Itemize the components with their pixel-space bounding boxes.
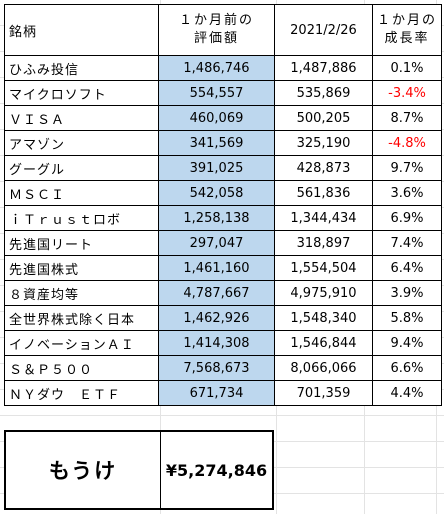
header-prev-line2: 評価額 (193, 31, 239, 46)
cell-current-value[interactable]: 500,205 (274, 105, 373, 131)
cell-prev-value[interactable]: 341,569 (158, 130, 275, 156)
cell-prev-value[interactable]: 1,258,138 (158, 205, 275, 231)
table-row: ＶＩＳＡ 460,069 500,205 8.7% (4, 105, 443, 131)
table-row: 先進国株式 1,461,160 1,554,504 6.4% (4, 255, 443, 281)
cell-current-value[interactable]: 1,487,886 (274, 55, 373, 81)
cell-prev-value[interactable]: 671,734 (158, 380, 275, 406)
cell-prev-value[interactable]: 460,069 (158, 105, 275, 131)
cell-name[interactable]: アマゾン (4, 130, 159, 156)
table-row: アマゾン 341,569 325,190 -4.8% (4, 130, 443, 156)
cell-prev-value[interactable]: 1,486,746 (158, 55, 275, 81)
portfolio-table: 銘柄 １か月前の 評価額 2021/2/26 １か月の 成長率 ひふみ投信 1,4… (4, 4, 443, 406)
cell-growth-rate[interactable]: 6.4% (371, 255, 443, 281)
cell-current-value[interactable]: 1,548,340 (274, 305, 373, 331)
cell-current-value[interactable]: 325,190 (274, 130, 373, 156)
header-date: 2021/2/26 (290, 22, 357, 38)
cell-current-value[interactable]: 1,344,434 (274, 205, 373, 231)
cell-growth-rate[interactable]: 3.9% (371, 280, 443, 306)
cell-name[interactable]: Ｓ＆Ｐ５００ (4, 355, 159, 381)
cell-current-value[interactable]: 535,869 (274, 80, 373, 106)
cell-name[interactable]: 先進国株式 (4, 255, 159, 281)
cell-prev-value[interactable]: 1,462,926 (158, 305, 275, 331)
cell-current-value[interactable]: 701,359 (274, 380, 373, 406)
table-row: イノベーションＡＩ 1,414,308 1,546,844 9.4% (4, 330, 443, 356)
cell-prev-value[interactable]: 391,025 (158, 155, 275, 181)
table-row: マイクロソフト 554,557 535,869 -3.4% (4, 80, 443, 106)
cell-name[interactable]: ひふみ投信 (4, 55, 159, 81)
cell-name[interactable]: グーグル (4, 155, 159, 181)
cell-growth-rate[interactable]: 0.1% (371, 55, 443, 81)
header-rate-line2: 成長率 (384, 31, 430, 46)
cell-name[interactable]: 全世界株式除く日本 (4, 305, 159, 331)
cell-prev-value[interactable]: 297,047 (158, 230, 275, 256)
header-prev-cell[interactable]: １か月前の 評価額 (158, 4, 275, 56)
cell-growth-rate[interactable]: 6.6% (371, 355, 443, 381)
cell-name[interactable]: ｉＴｒｕｓｔロボ (4, 205, 159, 231)
table-row: ８資産均等 4,787,667 4,975,910 3.9% (4, 280, 443, 306)
header-rate-cell[interactable]: １か月の 成長率 (371, 4, 443, 56)
cell-current-value[interactable]: 4,975,910 (274, 280, 373, 306)
profit-label[interactable]: もうけ (6, 432, 161, 508)
header-name-cell[interactable]: 銘柄 (4, 4, 159, 56)
cell-growth-rate[interactable]: 9.7% (371, 155, 443, 181)
profit-summary: もうけ ¥5,274,846 (4, 430, 274, 510)
cell-name[interactable]: ８資産均等 (4, 280, 159, 306)
cell-current-value[interactable]: 8,066,066 (274, 355, 373, 381)
cell-name[interactable]: 先進国リート (4, 230, 159, 256)
cell-current-value[interactable]: 561,836 (274, 180, 373, 206)
cell-prev-value[interactable]: 1,414,308 (158, 330, 275, 356)
table-row: 先進国リート 297,047 318,897 7.4% (4, 230, 443, 256)
header-prev-line1: １か月前の (178, 13, 254, 28)
cell-prev-value[interactable]: 7,568,673 (158, 355, 275, 381)
cell-growth-rate[interactable]: 6.9% (371, 205, 443, 231)
cell-growth-rate[interactable]: -3.4% (371, 80, 443, 106)
header-name: 銘柄 (9, 24, 38, 40)
header-row: 銘柄 １か月前の 評価額 2021/2/26 １か月の 成長率 (4, 4, 443, 56)
cell-prev-value[interactable]: 1,461,160 (158, 255, 275, 281)
cell-current-value[interactable]: 1,546,844 (274, 330, 373, 356)
cell-growth-rate[interactable]: 5.8% (371, 305, 443, 331)
cell-prev-value[interactable]: 554,557 (158, 80, 275, 106)
table-row: 全世界株式除く日本 1,462,926 1,548,340 5.8% (4, 305, 443, 331)
cell-name[interactable]: ＭＳＣＩ (4, 180, 159, 206)
cell-prev-value[interactable]: 542,058 (158, 180, 275, 206)
header-date-cell[interactable]: 2021/2/26 (274, 4, 373, 56)
cell-current-value[interactable]: 428,873 (274, 155, 373, 181)
cell-growth-rate[interactable]: 9.4% (371, 330, 443, 356)
cell-growth-rate[interactable]: 8.7% (371, 105, 443, 131)
table-row: ＭＳＣＩ 542,058 561,836 3.6% (4, 180, 443, 206)
cell-name[interactable]: ＮＹダウ ＥＴＦ (4, 380, 159, 406)
cell-growth-rate[interactable]: 4.4% (371, 380, 443, 406)
profit-value[interactable]: ¥5,274,846 (165, 460, 268, 480)
table-row: Ｓ＆Ｐ５００ 7,568,673 8,066,066 6.6% (4, 355, 443, 381)
cell-prev-value[interactable]: 4,787,667 (158, 280, 275, 306)
table-row: ＮＹダウ ＥＴＦ 671,734 701,359 4.4% (4, 380, 443, 406)
header-rate-line1: １か月の (377, 13, 438, 28)
cell-current-value[interactable]: 1,554,504 (274, 255, 373, 281)
cell-growth-rate[interactable]: 7.4% (371, 230, 443, 256)
table-row: ｉＴｒｕｓｔロボ 1,258,138 1,344,434 6.9% (4, 205, 443, 231)
cell-growth-rate[interactable]: 3.6% (371, 180, 443, 206)
cell-growth-rate[interactable]: -4.8% (371, 130, 443, 156)
table-row: グーグル 391,025 428,873 9.7% (4, 155, 443, 181)
cell-name[interactable]: イノベーションＡＩ (4, 330, 159, 356)
table-row: ひふみ投信 1,486,746 1,487,886 0.1% (4, 55, 443, 81)
cell-name[interactable]: ＶＩＳＡ (4, 105, 159, 131)
cell-name[interactable]: マイクロソフト (4, 80, 159, 106)
cell-current-value[interactable]: 318,897 (274, 230, 373, 256)
